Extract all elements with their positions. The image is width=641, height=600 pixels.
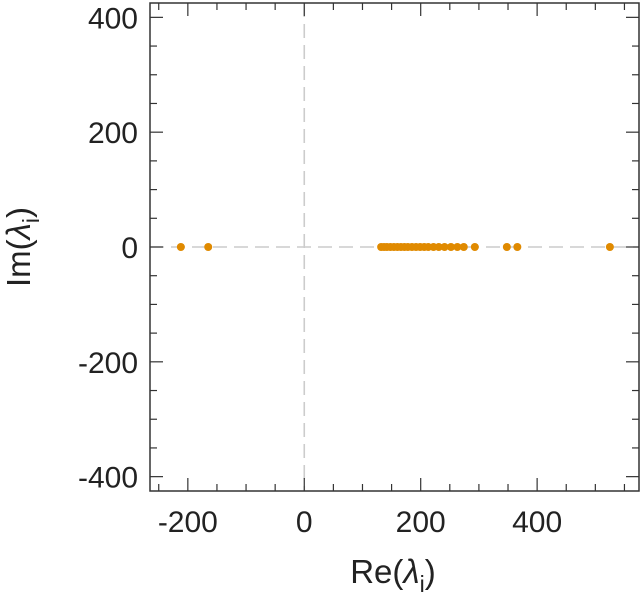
data-point (459, 243, 468, 251)
x-tick-labels: -200 0 200 400 (158, 506, 562, 539)
data-point (204, 243, 213, 251)
y-tick-label: 400 (88, 2, 138, 35)
x-tick-label: 400 (512, 506, 562, 539)
data-point (470, 243, 479, 251)
axis-ticks (150, 3, 639, 491)
y-tick-label: -200 (78, 347, 138, 380)
data-point (440, 243, 449, 251)
data-point (502, 243, 511, 251)
y-axis-label: Im(λi) (0, 207, 44, 287)
data-point (434, 243, 443, 251)
data-point (513, 243, 522, 251)
y-tick-label: 200 (88, 117, 138, 150)
x-tick-label: -200 (158, 506, 218, 539)
data-point (453, 243, 462, 251)
y-tick-label: -400 (78, 462, 138, 495)
plot-frame (149, 2, 640, 492)
y-tick-labels: -400 -200 0 200 400 (78, 2, 138, 494)
data-point (176, 243, 185, 251)
x-tick-label: 0 (296, 506, 313, 539)
x-tick-label: 200 (396, 506, 446, 539)
y-tick-label: 0 (121, 232, 138, 265)
x-axis-label: Re(λi) (350, 553, 436, 597)
data-point (605, 243, 614, 251)
data-points (176, 243, 614, 251)
data-point (446, 243, 455, 251)
